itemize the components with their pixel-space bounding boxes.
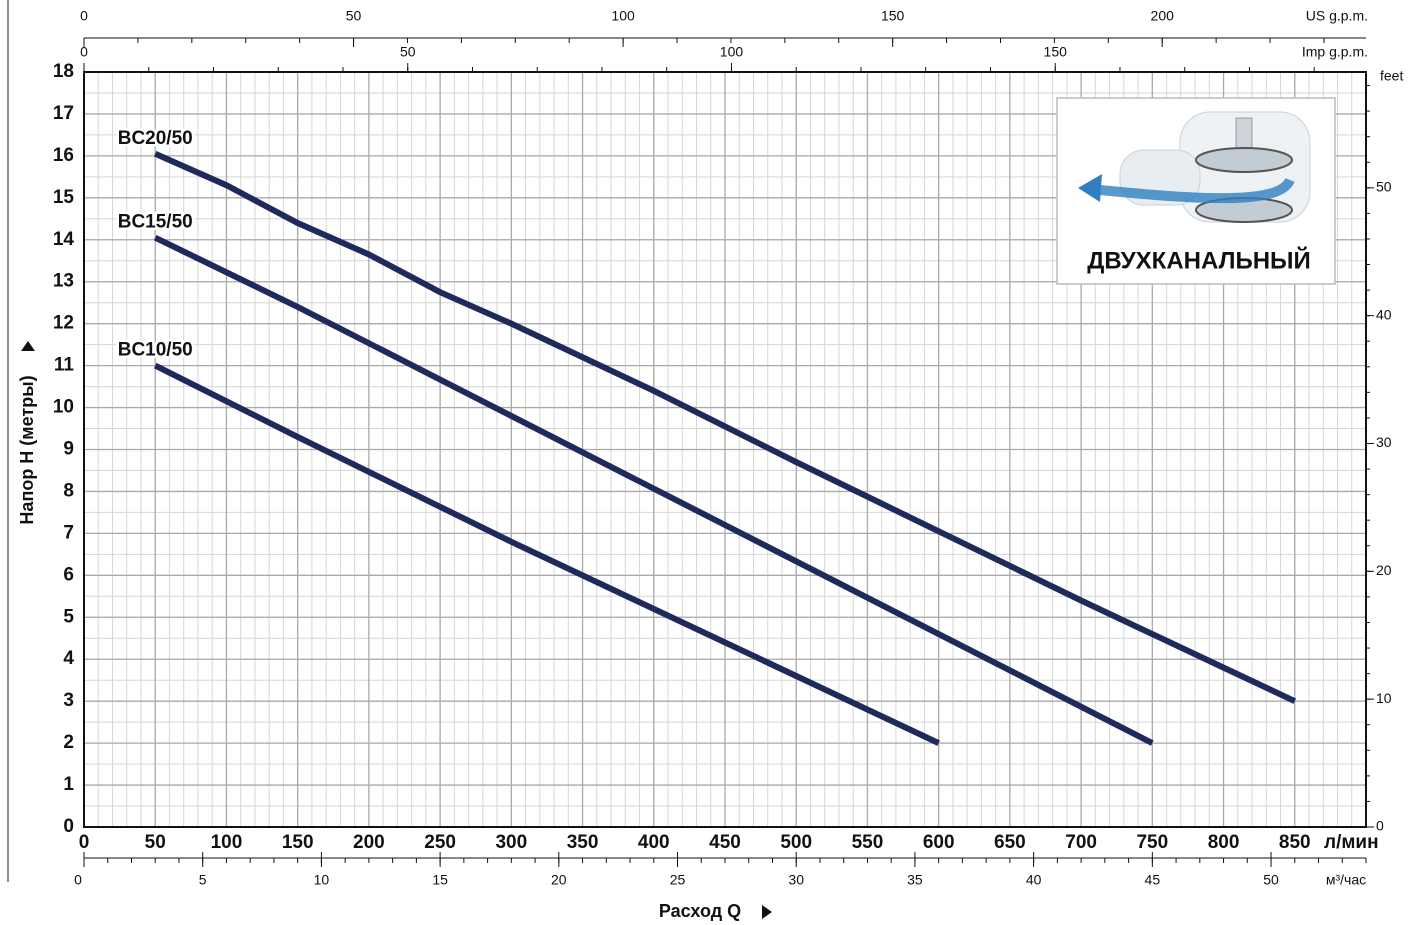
y-tick-label: 4 — [63, 648, 74, 669]
y2-tick-label: 0 — [1376, 818, 1384, 834]
y2-tick-label: 30 — [1376, 434, 1392, 450]
series-label: BC10/50 — [118, 340, 193, 361]
y-axis-label: Напор H (метры) — [17, 375, 37, 524]
secondary-tick-label: 20 — [551, 872, 567, 888]
y2-tick-label: 40 — [1376, 306, 1392, 322]
secondary-tick-label: 0 — [80, 8, 88, 24]
y-tick-label: 1 — [63, 774, 74, 795]
inset-label: ДВУХКАНАЛЬНЫЙ — [1087, 246, 1311, 274]
y-tick-label: 7 — [63, 522, 74, 543]
y-tick-label: 0 — [63, 816, 74, 837]
secondary-tick-label: 45 — [1145, 872, 1161, 888]
flow-arrowhead — [1078, 174, 1102, 202]
series-line — [153, 362, 940, 746]
secondary-tick-label: 50 — [400, 44, 416, 60]
y-label-arrow — [21, 341, 35, 351]
secondary-axis-label: м³/час — [1326, 872, 1366, 888]
x-label-arrow — [762, 905, 772, 919]
y-tick-label: 8 — [63, 480, 74, 501]
secondary-tick-label: 5 — [199, 872, 207, 888]
x-tick-label: 600 — [923, 832, 955, 853]
y-tick-label: 14 — [53, 229, 75, 250]
x-tick-label: 50 — [145, 832, 166, 853]
y2-tick-label: 50 — [1376, 179, 1392, 195]
secondary-tick-label: 150 — [1044, 44, 1068, 60]
secondary-tick-label: 100 — [611, 8, 635, 24]
x-tick-label: 450 — [709, 832, 741, 853]
y-tick-label: 2 — [63, 732, 74, 753]
secondary-tick-label: 35 — [907, 872, 923, 888]
series-line — [154, 151, 1297, 704]
secondary-tick-label: 40 — [1026, 872, 1042, 888]
secondary-tick-label: 25 — [670, 872, 686, 888]
secondary-tick-label: 10 — [314, 872, 330, 888]
y-tick-label: 12 — [53, 313, 74, 334]
x-tick-label: 100 — [211, 832, 243, 853]
secondary-tick-label: 30 — [788, 872, 804, 888]
x-tick-label: 150 — [282, 832, 314, 853]
flow-arrow — [1099, 177, 1295, 204]
x-tick-label: 200 — [353, 832, 385, 853]
y-tick-label: 17 — [53, 103, 74, 124]
y-tick-label: 5 — [63, 606, 74, 627]
secondary-tick-label: 200 — [1151, 8, 1175, 24]
impeller-top — [1195, 147, 1293, 173]
secondary-tick-label: 50 — [346, 8, 362, 24]
x-tick-label: 700 — [1065, 832, 1097, 853]
x-tick-label: 850 — [1279, 832, 1311, 853]
x-tick-label: 350 — [567, 832, 599, 853]
y2-tick-label: 10 — [1376, 690, 1392, 706]
secondary-tick-label: 15 — [432, 872, 448, 888]
y-tick-label: 15 — [53, 187, 75, 208]
secondary-axis-label: US g.p.m. — [1306, 8, 1368, 24]
series-line — [153, 234, 1154, 746]
x-unit-label: л/мин — [1324, 832, 1379, 853]
x-tick-label: 750 — [1136, 832, 1168, 853]
secondary-tick-label: 100 — [720, 44, 744, 60]
secondary-tick-label: 0 — [80, 44, 88, 60]
x-tick-label: 400 — [638, 832, 670, 853]
y2-axis-label: feet — [1380, 68, 1403, 84]
x-tick-label: 800 — [1208, 832, 1240, 853]
x-tick-label: 250 — [424, 832, 456, 853]
x-tick-label: 300 — [495, 832, 527, 853]
secondary-tick-label: 50 — [1263, 872, 1279, 888]
y-tick-label: 13 — [53, 271, 74, 292]
y-tick-label: 3 — [63, 690, 74, 711]
secondary-tick-label: 0 — [74, 872, 82, 888]
series-label: BC15/50 — [118, 212, 193, 233]
y-tick-label: 6 — [63, 564, 74, 585]
y2-tick-label: 20 — [1376, 562, 1392, 578]
x-tick-label: 0 — [79, 832, 90, 853]
x-tick-label: 650 — [994, 832, 1026, 853]
grid — [83, 71, 1367, 828]
y-tick-label: 16 — [53, 145, 74, 166]
plot-frame — [83, 71, 1367, 828]
secondary-axis-label: Imp g.p.m. — [1302, 44, 1368, 60]
y-tick-label: 10 — [53, 397, 74, 418]
x-tick-label: 550 — [852, 832, 884, 853]
inset: ДВУХКАНАЛЬНЫЙ — [1056, 97, 1336, 285]
secondary-tick-label: 150 — [881, 8, 905, 24]
y-tick-label: 11 — [54, 355, 75, 376]
x-axis-label: Расход Q — [659, 901, 741, 921]
y-tick-label: 18 — [53, 61, 74, 82]
x-tick-label: 500 — [780, 832, 812, 853]
y-tick-label: 9 — [63, 439, 74, 460]
series-label: BC20/50 — [118, 128, 193, 149]
